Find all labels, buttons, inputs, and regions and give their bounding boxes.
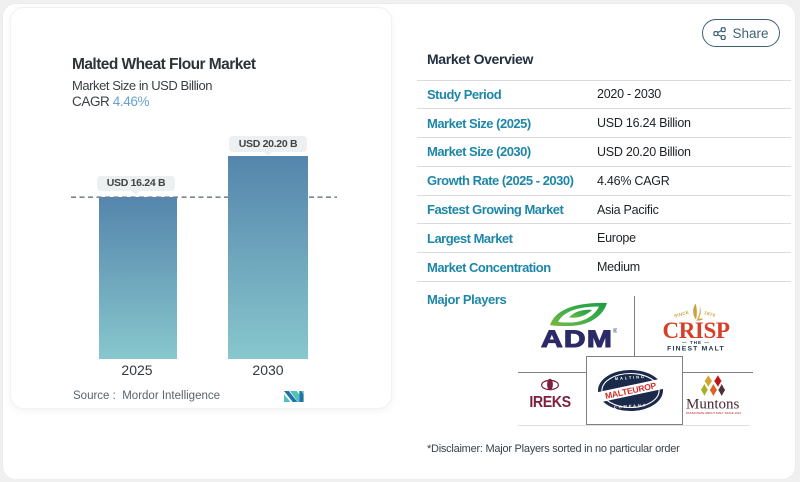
svg-text:FINEST MALT: FINEST MALT <box>667 346 725 353</box>
svg-text:PASSIONATE ABOUT MALT SINCE 19: PASSIONATE ABOUT MALT SINCE 1921 <box>686 411 742 415</box>
svg-text:CRISP: CRISP <box>662 318 729 343</box>
svg-text:MALTING: MALTING <box>615 373 647 380</box>
svg-text:®: ® <box>613 328 617 335</box>
svg-text:Muntons: Muntons <box>686 397 740 413</box>
svg-text:COMPANY: COMPANY <box>614 402 648 409</box>
svg-text:SINCE: SINCE <box>673 310 689 319</box>
svg-text:ADM: ADM <box>541 325 613 349</box>
svg-text:IREKS: IREKS <box>529 395 571 410</box>
svg-text:— THE —: — THE — <box>682 340 710 345</box>
svg-text:1870: 1870 <box>704 310 716 318</box>
